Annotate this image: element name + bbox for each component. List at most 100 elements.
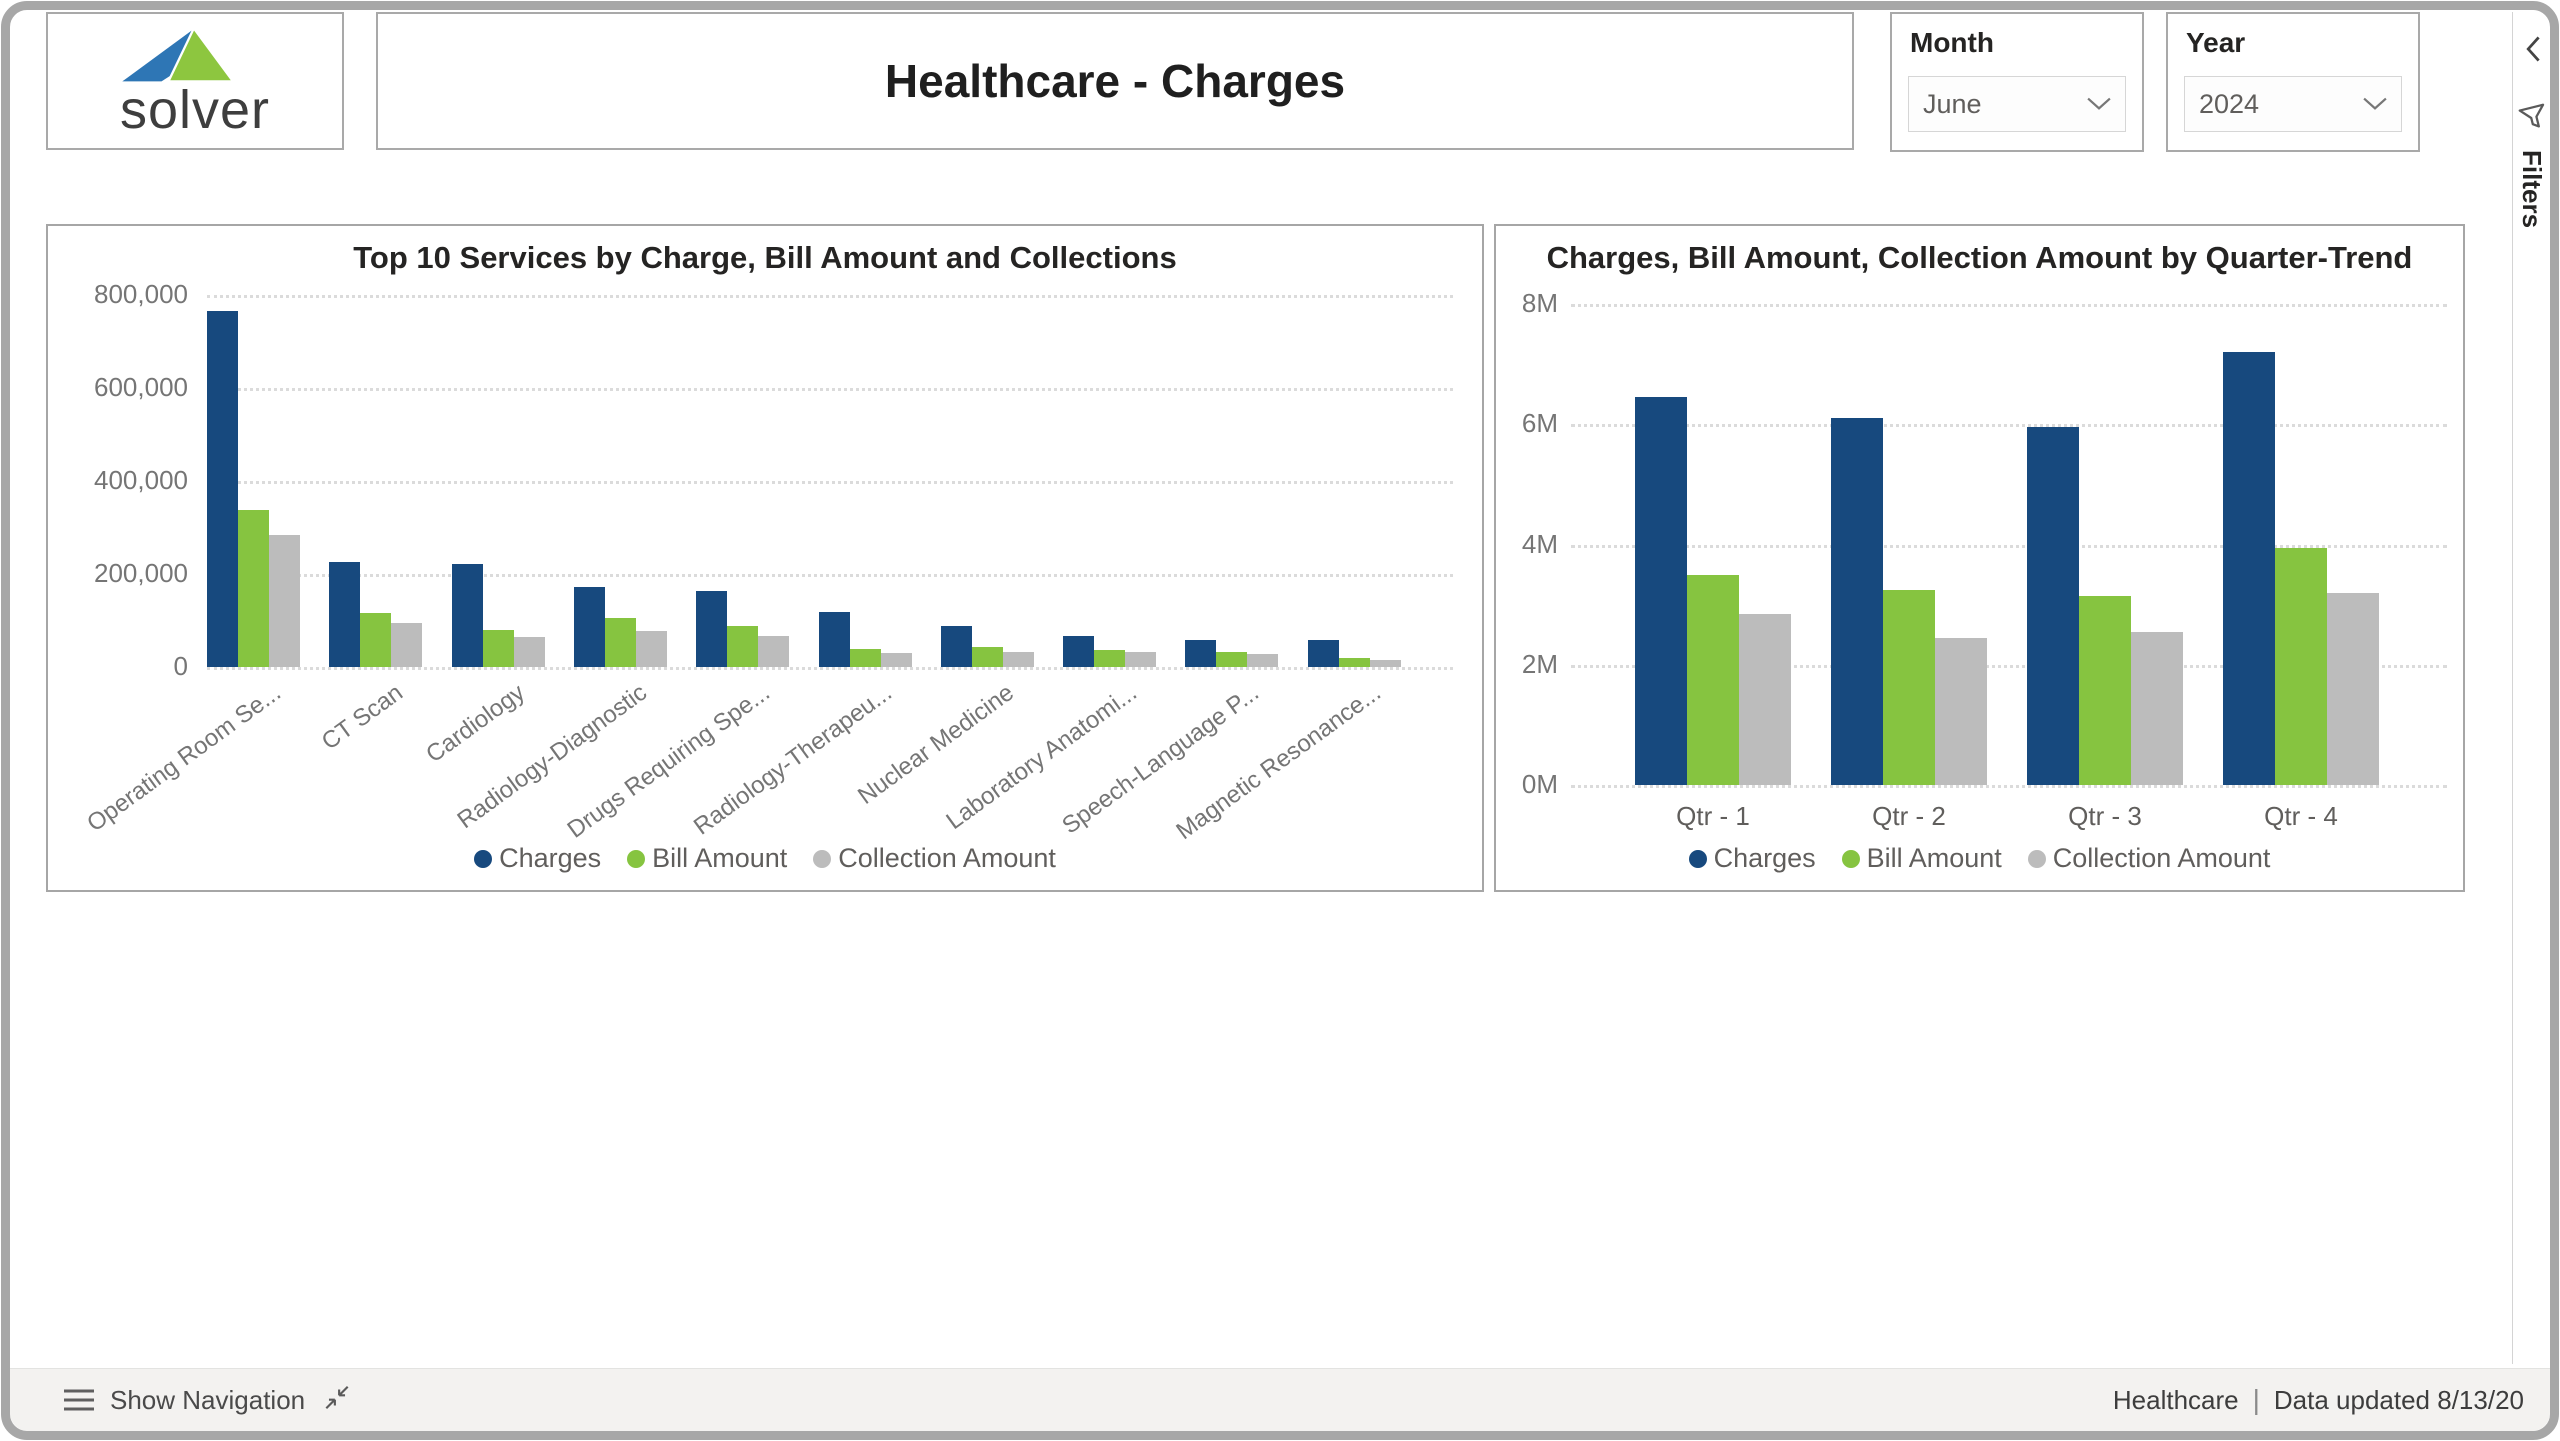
footer-report-name: Healthcare bbox=[2112, 1384, 2239, 1415]
collapse-arrows-icon[interactable] bbox=[322, 1383, 352, 1418]
legend-label: Charges bbox=[499, 843, 602, 873]
y-axis-tick-label: 200,000 bbox=[94, 558, 188, 588]
bar-bill-amount[interactable] bbox=[360, 613, 392, 667]
bar-charges[interactable] bbox=[1185, 640, 1217, 667]
legend-dot-icon bbox=[1688, 849, 1707, 868]
bar-collection-amount[interactable] bbox=[880, 653, 912, 667]
legend-dot-icon bbox=[627, 849, 646, 868]
bar-charges[interactable] bbox=[940, 626, 972, 667]
y-axis-tick-label: 2M bbox=[1521, 648, 1558, 679]
year-slicer: Year 2024 bbox=[2166, 12, 2420, 152]
gridline bbox=[207, 574, 1453, 577]
legend-dot-icon bbox=[1841, 849, 1860, 868]
bar-charges[interactable] bbox=[451, 563, 483, 667]
filters-pane-divider bbox=[2512, 12, 2513, 1364]
filters-funnel-button[interactable] bbox=[2518, 102, 2550, 139]
bar-collection-amount[interactable] bbox=[2327, 592, 2379, 785]
bar-bill-amount[interactable] bbox=[1216, 652, 1248, 667]
bar-collection-amount[interactable] bbox=[758, 635, 790, 667]
bar-bill-amount[interactable] bbox=[971, 646, 1003, 667]
report-title-box: Healthcare - Charges bbox=[376, 12, 1854, 150]
chart-title: Charges, Bill Amount, Collection Amount … bbox=[1546, 240, 2413, 275]
bar-charges[interactable] bbox=[1635, 397, 1687, 785]
bar-bill-amount[interactable] bbox=[1687, 574, 1739, 785]
legend-item[interactable]: Charges bbox=[474, 843, 601, 874]
menu-icon[interactable] bbox=[64, 1384, 94, 1417]
legend-item[interactable]: Collection Amount bbox=[813, 843, 1056, 874]
bar-charges[interactable] bbox=[573, 587, 605, 667]
gridline bbox=[207, 667, 1453, 670]
collapse-pane-button[interactable] bbox=[2521, 34, 2547, 69]
gridline bbox=[1571, 544, 2447, 548]
bar-collection-amount[interactable] bbox=[513, 636, 545, 667]
footer-data-updated: Data updated 8/13/20 bbox=[2273, 1384, 2524, 1415]
bar-charges[interactable] bbox=[1831, 418, 1883, 785]
bar-charges[interactable] bbox=[818, 612, 850, 667]
bar-bill-amount[interactable] bbox=[1094, 649, 1126, 667]
bar-group bbox=[207, 295, 300, 667]
bar-bill-amount[interactable] bbox=[604, 618, 636, 667]
gridline bbox=[1571, 785, 2447, 788]
bar-collection-amount[interactable] bbox=[1935, 637, 1987, 785]
month-slicer-label: Month bbox=[1910, 27, 1994, 58]
year-dropdown[interactable]: 2024 bbox=[2184, 76, 2402, 132]
chevron-down-icon bbox=[2087, 97, 2111, 110]
chart-title: Top 10 Services by Charge, Bill Amount a… bbox=[353, 240, 1177, 275]
services-chart-card: Top 10 Services by Charge, Bill Amount a… bbox=[46, 224, 1484, 892]
bar-collection-amount[interactable] bbox=[2131, 631, 2183, 785]
legend-dot-icon bbox=[474, 849, 493, 868]
solver-logo-icon bbox=[122, 26, 236, 83]
bar-bill-amount[interactable] bbox=[1338, 657, 1370, 667]
chart-legend: Charges Bill Amount Collection Amount bbox=[1496, 843, 2463, 874]
bar-collection-amount[interactable] bbox=[1739, 613, 1791, 785]
bar-bill-amount[interactable] bbox=[2079, 595, 2131, 785]
legend-item[interactable]: Charges bbox=[1688, 843, 1816, 874]
bar-charges[interactable] bbox=[2027, 427, 2079, 785]
bottom-status-bar: Show Navigation Healthcare | Data update… bbox=[10, 1368, 2550, 1431]
bar-bill-amount[interactable] bbox=[849, 649, 881, 667]
bar-group bbox=[1307, 295, 1401, 667]
y-axis-tick-label: 800,000 bbox=[94, 279, 188, 309]
legend-label: Bill Amount bbox=[652, 843, 788, 873]
bar-charges[interactable] bbox=[329, 561, 361, 667]
bar-charges[interactable] bbox=[1063, 635, 1095, 667]
gridline bbox=[207, 388, 1453, 391]
bar-collection-amount[interactable] bbox=[1125, 652, 1157, 667]
bar-group bbox=[1185, 295, 1279, 667]
legend-dot-icon bbox=[813, 849, 832, 868]
bar-group bbox=[573, 295, 667, 667]
legend-label: Collection Amount bbox=[2052, 843, 2271, 873]
bar-bill-amount[interactable] bbox=[482, 629, 514, 667]
solver-logo: solver bbox=[46, 12, 344, 150]
bar-collection-amount[interactable] bbox=[1369, 660, 1401, 667]
bar-bill-amount[interactable] bbox=[2275, 547, 2327, 785]
show-navigation-button[interactable]: Show Navigation bbox=[110, 1384, 306, 1415]
y-axis-tick-label: 600,000 bbox=[94, 372, 188, 402]
funnel-icon bbox=[2518, 103, 2545, 128]
bar-charges[interactable] bbox=[696, 591, 728, 667]
bar-charges[interactable] bbox=[1307, 640, 1339, 667]
bar-collection-amount[interactable] bbox=[1002, 651, 1034, 667]
x-axis-label: Qtr - 1 bbox=[1676, 801, 1750, 831]
bar-collection-amount[interactable] bbox=[391, 622, 423, 667]
legend-item[interactable]: Collection Amount bbox=[2027, 843, 2271, 874]
bar-collection-amount[interactable] bbox=[1247, 653, 1279, 667]
bar-bill-amount[interactable] bbox=[238, 509, 269, 667]
filters-pane bbox=[2513, 12, 2553, 1364]
bar-bill-amount[interactable] bbox=[727, 626, 759, 667]
chevron-down-icon bbox=[2363, 97, 2387, 110]
gridline bbox=[1571, 664, 2447, 668]
legend-label: Bill Amount bbox=[1866, 843, 2002, 873]
bar-group bbox=[1831, 304, 1987, 785]
legend-item[interactable]: Bill Amount bbox=[627, 843, 787, 874]
bar-collection-amount[interactable] bbox=[269, 535, 300, 667]
bar-bill-amount[interactable] bbox=[1883, 589, 1935, 785]
month-dropdown[interactable]: June bbox=[1908, 76, 2126, 132]
bar-collection-amount[interactable] bbox=[635, 631, 667, 667]
legend-item[interactable]: Bill Amount bbox=[1841, 843, 2002, 874]
bar-charges[interactable] bbox=[2223, 352, 2275, 785]
legend-label: Charges bbox=[1713, 843, 1816, 873]
bar-charges[interactable] bbox=[207, 311, 238, 667]
quarter-trend-chart-card: Charges, Bill Amount, Collection Amount … bbox=[1494, 224, 2465, 892]
bar-group bbox=[696, 295, 790, 667]
